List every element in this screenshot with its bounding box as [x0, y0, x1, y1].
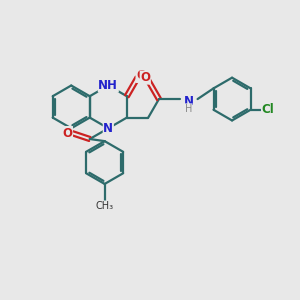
Text: N: N: [103, 122, 113, 135]
Text: CH₃: CH₃: [96, 201, 114, 211]
Text: H: H: [185, 103, 192, 114]
Text: O: O: [140, 71, 150, 84]
Text: O: O: [136, 69, 146, 82]
Text: Cl: Cl: [262, 103, 274, 116]
Text: O: O: [62, 127, 73, 140]
Text: NH: NH: [98, 79, 118, 92]
Text: N: N: [184, 95, 194, 108]
